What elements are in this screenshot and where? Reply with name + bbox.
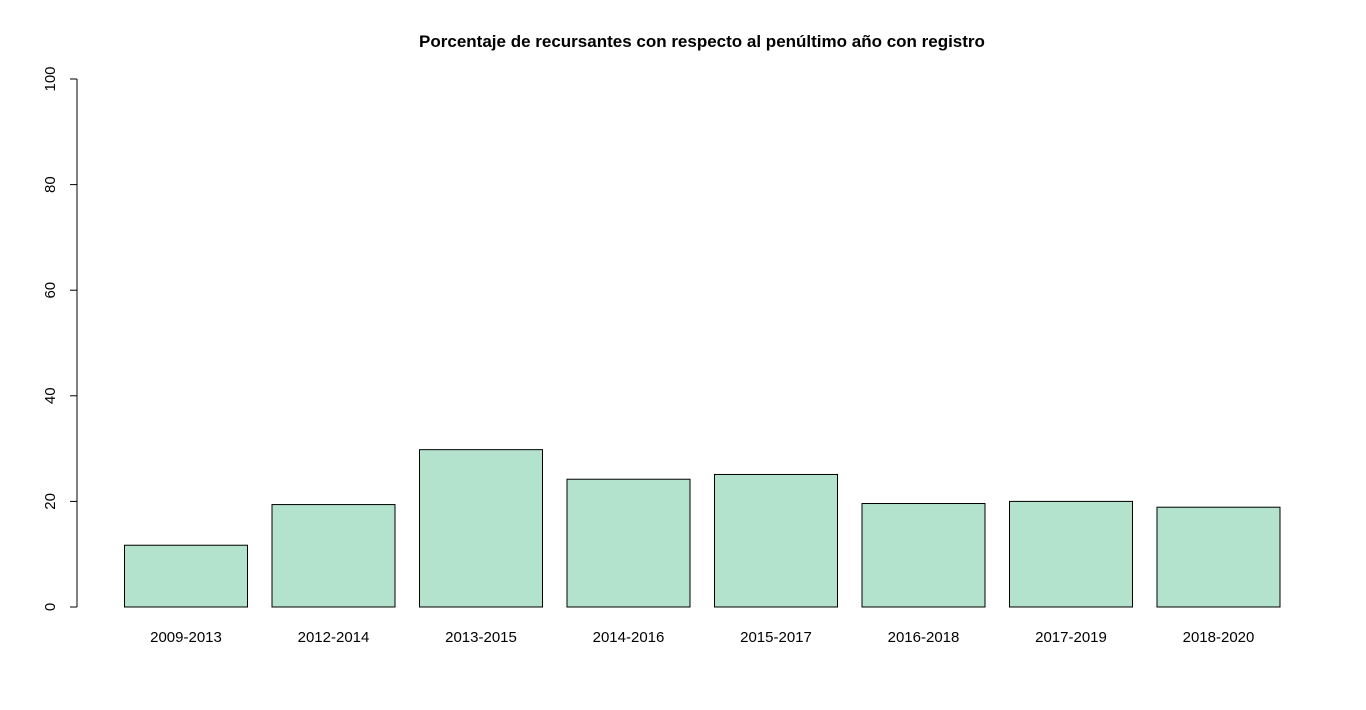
bars-group bbox=[124, 449, 1281, 608]
y-tick-label: 60 bbox=[42, 282, 59, 299]
y-tick-label: 20 bbox=[42, 493, 59, 510]
y-tick-label: 0 bbox=[42, 603, 59, 611]
x-axis-labels: 2009-2013 2012-2014 2013-2015 2014-2016 2015… bbox=[150, 629, 1254, 646]
x-tick-label: 2012-2014 bbox=[298, 629, 370, 646]
bar bbox=[566, 478, 691, 608]
bar bbox=[1009, 500, 1133, 608]
bar bbox=[419, 449, 543, 608]
bar bbox=[714, 473, 838, 608]
x-tick-label: 2015-2017 bbox=[740, 629, 812, 646]
x-tick-label: 2013-2015 bbox=[445, 629, 517, 646]
bar bbox=[1156, 506, 1281, 608]
x-tick-label: 2016-2018 bbox=[888, 629, 960, 646]
bar bbox=[124, 544, 248, 608]
x-tick-label: 2018-2020 bbox=[1183, 629, 1255, 646]
bar bbox=[271, 504, 396, 608]
chart-title: Porcentaje de recursantes con respecto a… bbox=[419, 32, 985, 51]
x-tick-label: 2014-2016 bbox=[593, 629, 665, 646]
x-tick-label: 2017-2019 bbox=[1035, 629, 1107, 646]
x-tick-label: 2009-2013 bbox=[150, 629, 222, 646]
y-tick-label: 40 bbox=[42, 387, 59, 404]
y-tick-label: 100 bbox=[42, 66, 59, 91]
y-axis: 0 20 40 60 80 100 bbox=[42, 66, 78, 611]
bar bbox=[861, 503, 986, 608]
y-tick-label: 80 bbox=[42, 176, 59, 193]
